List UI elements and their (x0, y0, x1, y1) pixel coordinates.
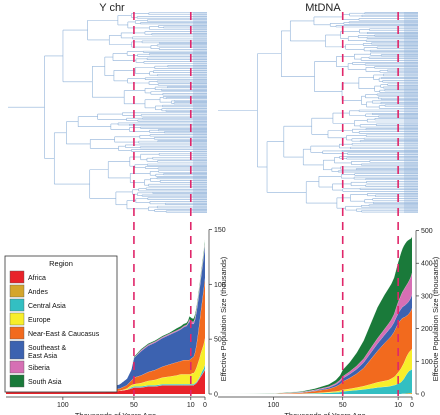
area-africa (6, 369, 205, 394)
legend-label: Europe (28, 317, 51, 324)
y-axis-label: Effective Population Size (thousands) (431, 256, 440, 381)
legend-swatch (9, 298, 25, 312)
area-near-east-caucasus (218, 308, 412, 394)
mtdna-area-chart: 10050100Thousands of Years Ago0100200300… (217, 228, 440, 415)
x-tick-label: 100 (57, 402, 69, 409)
mtdna-tree (218, 12, 418, 213)
y-tick-label: 100 (421, 359, 433, 366)
y-tick-label: 200 (421, 326, 433, 333)
area-boundary (6, 239, 206, 393)
area-south-asia (218, 236, 412, 394)
time-markers (133, 12, 399, 396)
x-tick-label: 50 (130, 402, 138, 409)
x-tick-label: 10 (394, 402, 402, 409)
legend-swatch (9, 284, 25, 298)
y-tick-label: 150 (214, 227, 226, 234)
legend-label: South Asia (28, 379, 62, 386)
y-axis-label: Effective Population Size (thousands) (219, 256, 228, 381)
y-chr-area-chart: 10050100Thousands of Years Ago050100150E… (6, 227, 228, 415)
title-right: MtDNA (305, 2, 341, 14)
x-tick-label: 100 (268, 402, 280, 409)
y-tick-label: 300 (421, 293, 433, 300)
legend-label: Africa (28, 275, 46, 282)
legend-swatch (9, 312, 25, 326)
area-boundary (217, 236, 413, 395)
y-tick-label: 400 (421, 261, 433, 268)
legend-swatch (9, 360, 25, 374)
legend: Region Africa Andes Central Asia Europe Near… (4, 255, 118, 393)
legend-title: Region (49, 259, 73, 268)
y-tick-label: 0 (421, 392, 425, 399)
area-central-asia (218, 369, 412, 394)
legend-label: Near-East & Caucasus (28, 331, 100, 338)
x-axis-label: Thousands of Years Ago (75, 411, 156, 415)
x-tick-label: 10 (187, 402, 195, 409)
legend-swatch (9, 326, 25, 340)
y-chr-tree (8, 12, 207, 213)
x-tick-label: 0 (410, 402, 414, 409)
legend-swatch (9, 374, 25, 388)
legend-label: Siberia (28, 365, 50, 372)
legend-label: Southeast & East Asia (28, 345, 66, 360)
y-tick-label: 500 (421, 228, 433, 235)
y-tick-label: 50 (214, 337, 222, 344)
legend-swatch (9, 270, 25, 284)
x-axis-label: Thousands of Years Ago (284, 411, 365, 415)
x-tick-label: 0 (203, 402, 207, 409)
legend-label: Central Asia (28, 303, 66, 310)
y-tick-label: 0 (214, 392, 218, 399)
x-tick-label: 50 (339, 402, 347, 409)
title-left: Y chr (99, 2, 125, 14)
legend-swatch (9, 340, 25, 360)
area-southeast-east-asia (6, 244, 205, 392)
y-tick-label: 100 (214, 282, 226, 289)
area-boundary (217, 294, 413, 395)
legend-label: Andes (28, 289, 48, 296)
